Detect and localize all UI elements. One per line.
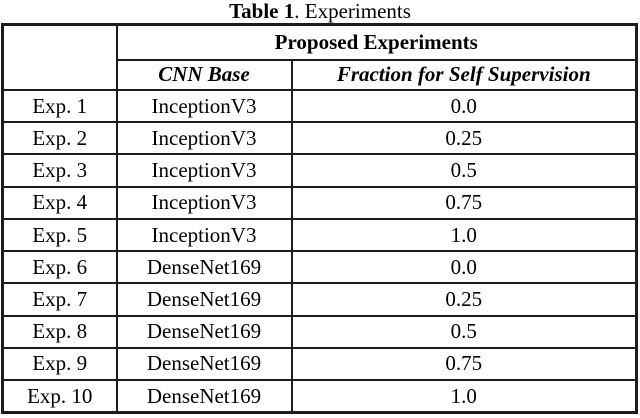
table-caption: Table 1. Experiments (0, 0, 640, 23)
cnn-base-cell: InceptionV3 (115, 121, 293, 156)
table-row: Exp. 6 DenseNet169 0.0 (1, 250, 638, 285)
fraction-cell: 0.0 (290, 88, 638, 124)
cnn-base-cell: DenseNet169 (115, 379, 293, 414)
fraction-cell: 1.0 (290, 379, 638, 414)
cnn-base-cell: InceptionV3 (115, 217, 293, 253)
table-row: Exp. 9 DenseNet169 0.75 (1, 346, 638, 382)
table-row: Exp. 3 InceptionV3 0.5 (1, 153, 638, 188)
group-header-cell: Proposed Experiments (115, 23, 638, 61)
fraction-cell: 1.0 (290, 217, 638, 253)
group-header-row: Proposed Experiments (1, 23, 638, 91)
exp-cell: Exp. 7 (1, 282, 118, 317)
table-row: Exp. 4 InceptionV3 0.75 (1, 185, 638, 220)
col-header-row: CNN Base Fraction for Self Supervision (3, 58, 638, 91)
experiments-table: Proposed Experiments CNN Base Fraction f… (1, 23, 638, 414)
cnn-base-cell: DenseNet169 (115, 346, 293, 382)
corner-cell (1, 23, 118, 91)
cnn-base-cell: DenseNet169 (115, 282, 293, 317)
fraction-cell: 0.5 (290, 153, 638, 188)
cnn-base-cell: InceptionV3 (115, 185, 293, 220)
cnn-base-cell: DenseNet169 (115, 314, 293, 349)
fraction-cell: 0.25 (290, 121, 638, 156)
exp-cell: Exp. 3 (1, 153, 118, 188)
table-row: Exp. 7 DenseNet169 0.25 (1, 282, 638, 317)
table-caption-label: Table 1 (229, 0, 295, 23)
fraction-cell: 0.75 (290, 346, 638, 382)
table-row: Exp. 10 DenseNet169 1.0 (1, 379, 638, 414)
fraction-cell: 0.75 (290, 185, 638, 220)
col-header-cnn-base: CNN Base (115, 58, 293, 91)
table-row: Exp. 2 InceptionV3 0.25 (1, 121, 638, 156)
table-row: Exp. 1 InceptionV3 0.0 (1, 88, 638, 124)
exp-cell: Exp. 9 (1, 346, 118, 382)
fraction-cell: 0.5 (290, 314, 638, 349)
cnn-base-cell: DenseNet169 (115, 250, 293, 285)
exp-cell: Exp. 2 (1, 121, 118, 156)
cnn-base-cell: InceptionV3 (115, 153, 293, 188)
exp-cell: Exp. 1 (1, 88, 118, 124)
exp-cell: Exp. 6 (1, 250, 118, 285)
exp-cell: Exp. 8 (1, 314, 118, 349)
cnn-base-cell: InceptionV3 (115, 88, 293, 124)
col-header-fraction: Fraction for Self Supervision (290, 58, 638, 91)
table-row: Exp. 8 DenseNet169 0.5 (1, 314, 638, 349)
fraction-cell: 0.25 (290, 282, 638, 317)
exp-cell: Exp. 4 (1, 185, 118, 220)
table-row: Exp. 5 InceptionV3 1.0 (1, 217, 638, 253)
exp-cell: Exp. 10 (1, 379, 118, 414)
table-caption-text: . Experiments (294, 0, 411, 23)
exp-cell: Exp. 5 (1, 217, 118, 253)
fraction-cell: 0.0 (290, 250, 638, 285)
